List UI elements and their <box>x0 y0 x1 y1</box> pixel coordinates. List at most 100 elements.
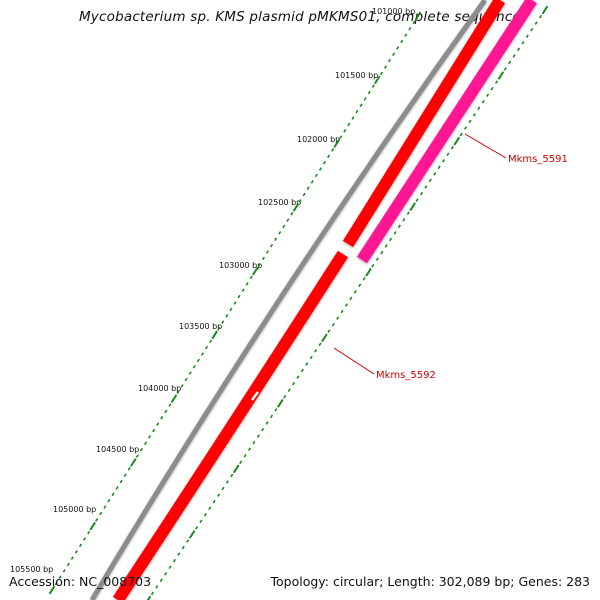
outer-scale-tick <box>392 52 396 57</box>
outer-scale-tick <box>170 394 178 403</box>
outer-scale-tick <box>355 109 359 114</box>
inner-scale-tick <box>159 578 163 583</box>
inner-scale-tick <box>292 381 296 386</box>
outer-scale-tick <box>130 458 137 467</box>
outer-scale-tick <box>62 569 66 573</box>
inner-scale-tick <box>217 493 221 497</box>
inner-scale-tick <box>424 185 428 189</box>
inner-scale-tick <box>415 198 419 202</box>
outer-scale-tick <box>331 148 335 152</box>
outer-scale-tick <box>257 262 261 267</box>
outer-scale-tick <box>400 39 404 44</box>
outer-scale-tick <box>302 192 306 197</box>
inner-scale-tick <box>437 165 441 170</box>
outer-scale-tick <box>261 256 266 261</box>
outer-scale-tick <box>160 416 164 420</box>
outer-scale-tick <box>82 537 87 541</box>
outer-scale-tick <box>127 467 131 471</box>
inner-scale-tick <box>512 54 516 58</box>
tick-label-104500: 104500 bp <box>96 445 139 454</box>
inner-scale-tick <box>212 499 216 504</box>
outer-scale-tick <box>58 575 62 580</box>
gene-label-mkms-5592[interactable]: Mkms_5592 <box>376 370 436 381</box>
outer-scale-tick <box>111 492 115 497</box>
outer-scale-tick <box>66 562 70 567</box>
outer-scale-tick <box>252 266 259 276</box>
callout-line-mkms-5591 <box>464 133 507 159</box>
inner-scale-tick <box>406 211 410 216</box>
tick-label-105000: 105000 bp <box>53 505 96 514</box>
outer-scale-tick <box>371 84 375 88</box>
inner-scale-tick <box>365 267 372 277</box>
inner-scale-tick <box>305 362 309 366</box>
inner-scale-tick <box>243 453 247 458</box>
outer-scale-tick <box>209 339 213 344</box>
outer-scale-tick <box>359 103 363 108</box>
outer-scale-tick <box>135 454 139 458</box>
inner-scale-tick <box>221 486 225 491</box>
outer-scale-tick <box>383 65 388 69</box>
inner-scale-tick <box>371 263 375 268</box>
inner-scale-tick <box>321 333 328 343</box>
outer-scale-tick <box>107 498 111 503</box>
outer-scale-tick <box>180 384 184 388</box>
inner-scale-tick <box>314 349 318 353</box>
outer-scale-tick <box>292 203 300 212</box>
outer-scale-tick <box>404 33 408 37</box>
outer-scale-tick <box>314 173 318 178</box>
tick-label-102500: 102500 bp <box>258 198 301 207</box>
inner-scale-tick <box>516 47 521 52</box>
outer-scale-tick <box>225 313 229 318</box>
inner-scale-tick <box>252 440 256 445</box>
outer-scale-tick <box>363 97 367 101</box>
outer-scale-tick <box>74 549 78 554</box>
inner-scale-tick <box>261 427 265 432</box>
inner-scale-tick <box>521 40 525 45</box>
inner-scale-tick <box>541 5 549 15</box>
inner-scale-tick <box>283 394 287 399</box>
inner-scale-tick <box>230 473 234 478</box>
inner-scale-tick <box>300 368 304 373</box>
tick-label-104000: 104000 bp <box>138 384 181 393</box>
inner-scale-tick <box>336 316 340 320</box>
inner-scale-tick <box>208 506 212 511</box>
inner-scale-tick <box>274 408 278 412</box>
inner-scale-tick <box>349 296 353 301</box>
gene-label-mkms-5591[interactable]: Mkms_5591 <box>508 154 568 165</box>
outer-scale-tick <box>249 275 253 280</box>
outer-scale-tick <box>200 352 205 356</box>
outer-scale-tick <box>95 518 99 522</box>
inner-scale-tick <box>203 512 207 517</box>
inner-scale-tick <box>265 421 269 425</box>
outer-scale-tick <box>87 530 91 535</box>
inner-scale-tick <box>442 158 446 163</box>
inner-scale-tick <box>225 480 229 484</box>
outer-scale-tick <box>152 428 156 433</box>
outer-scale-tick <box>351 116 355 120</box>
outer-scale-tick <box>274 237 278 242</box>
outer-scale-tick <box>229 307 233 312</box>
outer-scale-tick <box>298 199 302 203</box>
inner-scale-tick <box>539 14 543 19</box>
inner-scale-tick <box>380 250 384 255</box>
outer-scale-tick <box>387 58 392 63</box>
outer-scale-tick <box>176 390 180 395</box>
outer-scale-tick <box>290 211 294 216</box>
outer-scale-tick <box>374 75 381 85</box>
sequence-backbone <box>89 0 488 600</box>
inner-scale-tick <box>331 322 335 327</box>
outer-scale-tick <box>184 377 188 382</box>
inner-scale-tick <box>534 21 538 25</box>
gene-arrow-mkms-5591 <box>356 0 538 264</box>
outer-scale-tick <box>119 479 123 484</box>
inner-scale-tick <box>146 595 152 600</box>
gene-arrow-gap-mark <box>251 391 259 401</box>
outer-scale-tick <box>103 505 107 509</box>
inner-scale-tick <box>530 27 534 32</box>
inner-scale-tick <box>287 388 291 393</box>
inner-scale-tick <box>269 414 274 419</box>
inner-scale-tick <box>194 526 199 530</box>
outer-scale-tick <box>408 26 412 31</box>
outer-scale-tick <box>99 511 103 516</box>
